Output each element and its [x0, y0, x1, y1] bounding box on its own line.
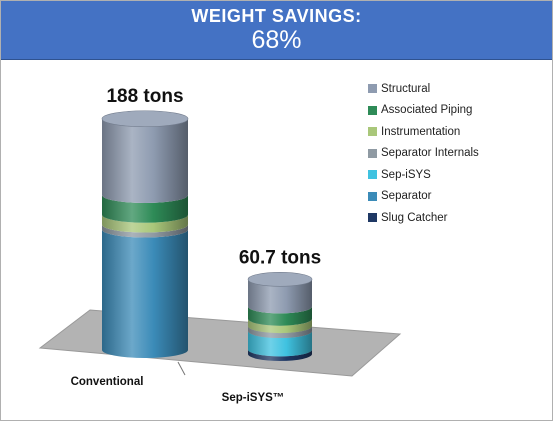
legend-label: Instrumentation — [381, 125, 461, 138]
segment-separator-internals-conventional — [102, 224, 188, 238]
banner-title: WEIGHT SAVINGS: — [191, 6, 362, 26]
banner-value: 68% — [251, 26, 302, 54]
legend-item-instrumentation: Instrumentation — [368, 121, 548, 143]
legend-swatch — [368, 105, 377, 115]
legend-item-associated-piping: Associated Piping — [368, 100, 548, 122]
segment-sep-isys-sep-isys — [248, 330, 312, 357]
segment-associated-piping-conventional — [102, 195, 188, 223]
legend-label: Associated Piping — [381, 104, 473, 117]
segment-structural-conventional — [102, 118, 188, 204]
floor-divider — [177, 361, 186, 376]
legend-item-separator-internals: Separator Internals — [368, 143, 548, 165]
legend: Structural Associated Piping Instrumentati… — [368, 78, 548, 229]
legend-label: Structural — [381, 82, 431, 95]
segment-associated-piping-sep-isys — [248, 306, 312, 326]
category-label-sep-isys: Sep-iSYS™ — [222, 392, 285, 404]
legend-swatch — [368, 170, 377, 180]
chart-floor — [38, 309, 402, 377]
legend-item-structural: Structural — [368, 78, 548, 100]
total-label-sep-isys: 60.7 tons — [239, 247, 321, 268]
cylinder-cap-sep-isys — [247, 272, 313, 287]
segment-slug-catcher-sep-isys — [248, 349, 312, 361]
segment-separator-conventional — [102, 229, 188, 358]
legend-label: Separator — [381, 190, 432, 203]
legend-item-separator: Separator — [368, 186, 548, 208]
legend-swatch — [368, 127, 377, 137]
title-banner: WEIGHT SAVINGS: 68% — [1, 1, 552, 60]
category-label-conventional: Conventional — [71, 376, 144, 388]
legend-item-slug-catcher: Slug Catcher — [368, 207, 548, 229]
legend-swatch — [368, 148, 377, 158]
legend-swatch — [368, 84, 377, 94]
legend-label: Separator Internals — [381, 147, 479, 160]
segment-instrumentation-conventional — [102, 214, 188, 233]
total-label-conventional: 188 tons — [106, 86, 183, 107]
legend-label: Slug Catcher — [381, 211, 448, 224]
segment-instrumentation-sep-isys — [248, 318, 312, 334]
segment-separator-internals-sep-isys — [248, 326, 312, 338]
legend-item-sep-isys: Sep-iSYS — [368, 164, 548, 186]
cylinder-cap-conventional — [101, 110, 189, 128]
legend-label: Sep-iSYS — [381, 168, 431, 181]
segment-structural-sep-isys — [248, 279, 312, 314]
legend-swatch — [368, 213, 377, 223]
legend-swatch — [368, 191, 377, 201]
